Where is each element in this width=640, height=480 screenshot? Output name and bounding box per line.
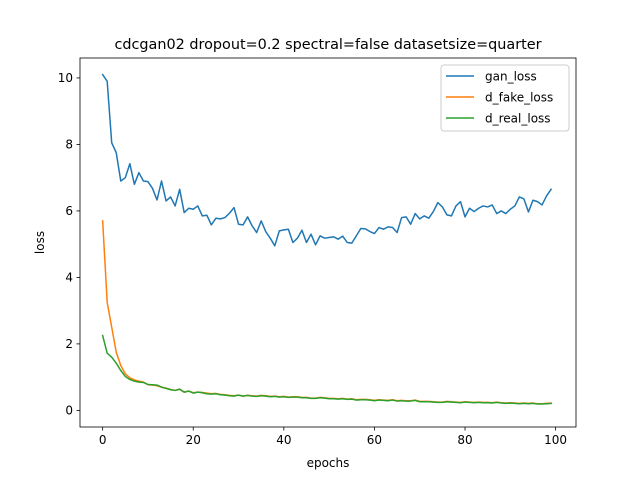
y-tick-label: 8 [65,138,73,152]
y-axis-label: loss [33,231,47,254]
x-axis-label: epochs [307,456,350,470]
y-tick-label: 2 [65,337,73,351]
legend-label-gan-loss: gan_loss [485,69,537,83]
x-tick-label: 80 [457,433,472,447]
series-lines [101,73,553,405]
y-tick-label: 4 [65,271,73,285]
series-line-d-real-loss [101,334,552,405]
x-tick-label: 100 [544,433,567,447]
legend-box [440,64,570,132]
series-line-gan-loss [101,73,553,247]
legend: gan_loss d_fake_loss d_real_loss [440,64,570,132]
x-tick-label: 40 [276,433,291,447]
x-tick-label: 20 [186,433,201,447]
y-tick-label: 6 [65,204,73,218]
series-line-d-fake-loss [101,220,552,405]
x-tick-label: 60 [367,433,382,447]
plot-frame [79,57,577,428]
legend-label-d-fake-loss: d_fake_loss [485,90,553,104]
axis-ticks: 0 20 40 60 80 100 0 2 4 6 8 10 [58,71,567,447]
chart-title: cdcgan02 dropout=0.2 spectral=false data… [114,37,541,53]
legend-label-d-real-loss: d_real_loss [485,111,551,125]
y-tick-label: 10 [58,71,73,85]
x-tick-label: 0 [99,433,107,447]
y-tick-label: 0 [65,404,73,418]
